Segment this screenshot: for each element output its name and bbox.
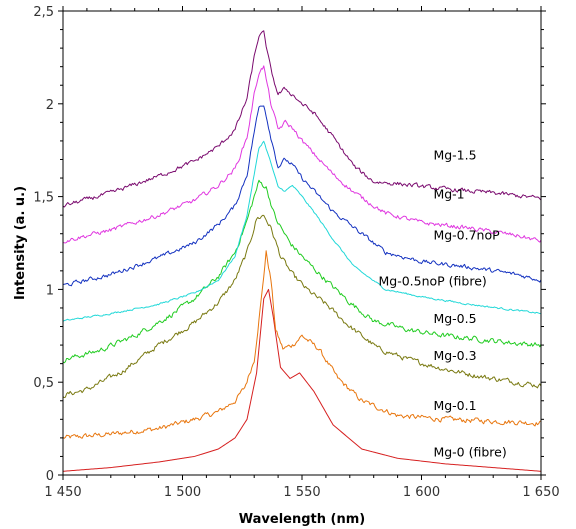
series-label: Mg-0.3	[433, 348, 476, 363]
x-tick-label: 1 650	[522, 485, 559, 500]
series-line	[62, 179, 542, 364]
series-line	[62, 140, 542, 322]
series-label: Mg-0.5	[433, 311, 476, 326]
y-tick-label: 0,5	[33, 376, 54, 391]
series-line	[62, 214, 542, 399]
series-line	[62, 65, 542, 244]
series-label: Mg-1.5	[433, 147, 476, 162]
series-label: Mg-0.5noP (fibre)	[378, 274, 486, 289]
series-label: Mg-1	[433, 186, 464, 201]
series-label: Mg-0.7noP	[433, 227, 500, 242]
y-tick-label: 0	[46, 469, 54, 484]
series-line	[62, 105, 542, 287]
series-layer	[62, 30, 542, 472]
series-label: Mg-0 (fibre)	[433, 444, 506, 459]
x-axis-label: Wavelength (nm)	[239, 512, 365, 527]
series-line	[62, 30, 542, 208]
series-label: Mg-0.1	[433, 398, 476, 413]
y-tick-label: 1,5	[33, 191, 54, 206]
y-tick-label: 2,5	[33, 5, 54, 20]
x-tick-label: 1 550	[283, 485, 320, 500]
y-axis-label: Intensity (a. u.)	[13, 186, 28, 300]
y-tick-label: 2	[46, 98, 54, 113]
x-tick-label: 1 500	[164, 485, 201, 500]
series-line	[62, 288, 542, 472]
x-tick-label: 1 450	[44, 485, 81, 500]
x-tick-label: 1 600	[403, 485, 440, 500]
series-labels-layer: Mg-1.5 Mg-1 Mg-0.7noP Mg-0.5noP (fibre) Mg-0…	[378, 147, 506, 459]
axes-layer: 1 450 1 500 1 550 1 600 1 650 0 0,5 1 1,5 2 2,5	[33, 5, 559, 500]
y-tick-label: 1	[46, 283, 54, 298]
series-line	[62, 250, 542, 439]
